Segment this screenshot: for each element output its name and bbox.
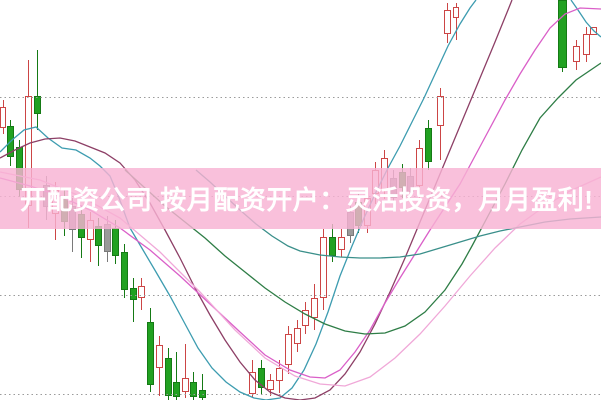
ma-light-pink (0, 171, 601, 387)
candle-body (130, 288, 137, 300)
ma-magenta (0, 7, 601, 379)
candle-wick (133, 278, 134, 322)
candle-body (302, 310, 309, 326)
candle-body (267, 380, 274, 390)
candle-wick (455, 3, 457, 40)
candle-wick (202, 374, 203, 400)
candle-body (138, 286, 145, 298)
candle-body (558, 0, 567, 68)
candle-body (249, 372, 256, 394)
candle-body (147, 322, 154, 385)
candle-body (173, 382, 180, 397)
candle-body (182, 378, 189, 392)
candle-body (294, 328, 301, 344)
candle-body (453, 7, 459, 18)
promo-banner-text: 开配资公司 按月配资开户：灵活投资，月月盈利! (20, 185, 594, 215)
candle-body (329, 237, 336, 256)
candle-body (444, 10, 451, 34)
candle-wick (176, 352, 177, 400)
candle-body (258, 368, 265, 388)
candle-wick (185, 344, 186, 398)
candle-body (285, 334, 292, 365)
candle-body (311, 298, 318, 318)
candle-body (338, 237, 345, 250)
candle-body (276, 368, 283, 381)
candle-body (34, 96, 41, 114)
ma-short-teal-tail (570, 0, 601, 38)
candle-body (190, 382, 197, 397)
candle-body (573, 46, 580, 62)
candle-body (156, 345, 163, 368)
candle-body (0, 107, 6, 128)
candle-wick (37, 50, 38, 130)
candle-body (583, 34, 590, 55)
candle-body (320, 237, 327, 298)
candle-body (437, 96, 444, 126)
candle-body (425, 128, 432, 162)
candle-body (121, 252, 128, 290)
ma-dark-green (124, 62, 601, 335)
candle-body (165, 358, 172, 396)
promo-banner: 开配资公司 按月配资开户：灵活投资，月月盈利! (0, 168, 601, 229)
ma-short-teal (0, 0, 477, 400)
